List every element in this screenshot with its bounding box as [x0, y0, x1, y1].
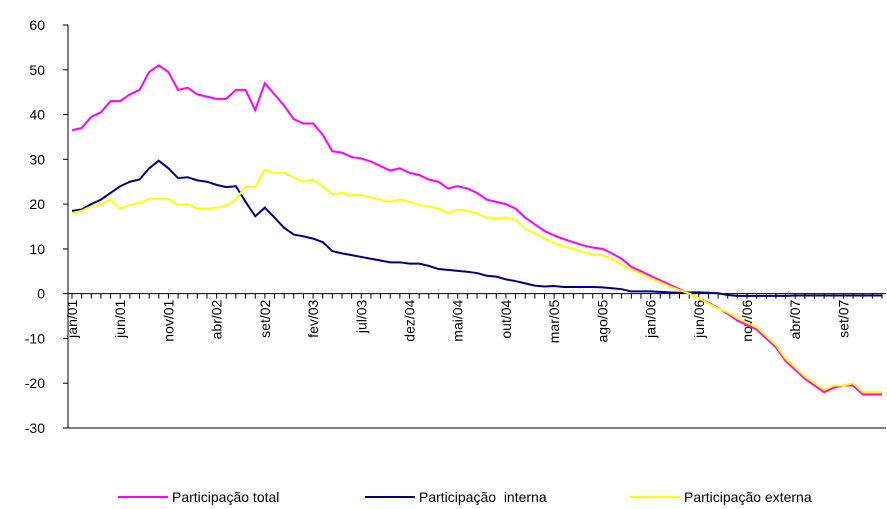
y-tick-label: 40	[29, 107, 45, 123]
x-tick-label: jun/01	[112, 299, 128, 338]
x-tick-label: set/02	[257, 299, 273, 337]
legend-item: Participação total	[118, 489, 279, 505]
legend-item: Participação externa	[630, 489, 812, 505]
x-tick-label: nov/06	[739, 299, 755, 341]
legend-label: Participação interna	[419, 489, 547, 505]
x-tick-label: fev/03	[305, 299, 321, 337]
x-tick-label: jan/06	[643, 299, 659, 338]
series-line	[71, 159, 882, 297]
x-tick-label: dez/04	[402, 299, 418, 341]
x-tick-label: ago/05	[594, 299, 610, 342]
y-tick-label: 20	[29, 196, 45, 212]
x-tick-label: jul/03	[353, 299, 369, 334]
y-tick-label: 60	[29, 17, 45, 33]
y-tick-label: -30	[25, 420, 45, 436]
legend-item: Participação interna	[365, 489, 547, 505]
y-tick-label: 10	[29, 241, 45, 257]
x-tick-label: jun/06	[691, 299, 707, 338]
legend-label: Participação total	[172, 489, 279, 505]
x-tick-label: mar/05	[546, 299, 562, 343]
x-tick-label: abr/07	[787, 299, 803, 339]
series-line	[71, 64, 882, 396]
legend-label: Participação externa	[684, 489, 812, 505]
y-tick-label: 0	[37, 286, 45, 302]
series-line	[71, 168, 882, 394]
y-tick-label: 30	[29, 151, 45, 167]
x-tick-label: jan/01	[64, 299, 80, 338]
y-tick-label: -20	[25, 375, 45, 391]
y-tick-label: 50	[29, 62, 45, 78]
x-tick-label: nov/01	[160, 299, 176, 341]
y-tick-label: -10	[25, 330, 45, 346]
x-tick-label: mai/04	[450, 299, 466, 341]
x-tick-label: set/07	[835, 299, 851, 337]
x-tick-label: abr/02	[209, 299, 225, 339]
x-tick-label: out/04	[498, 299, 514, 338]
